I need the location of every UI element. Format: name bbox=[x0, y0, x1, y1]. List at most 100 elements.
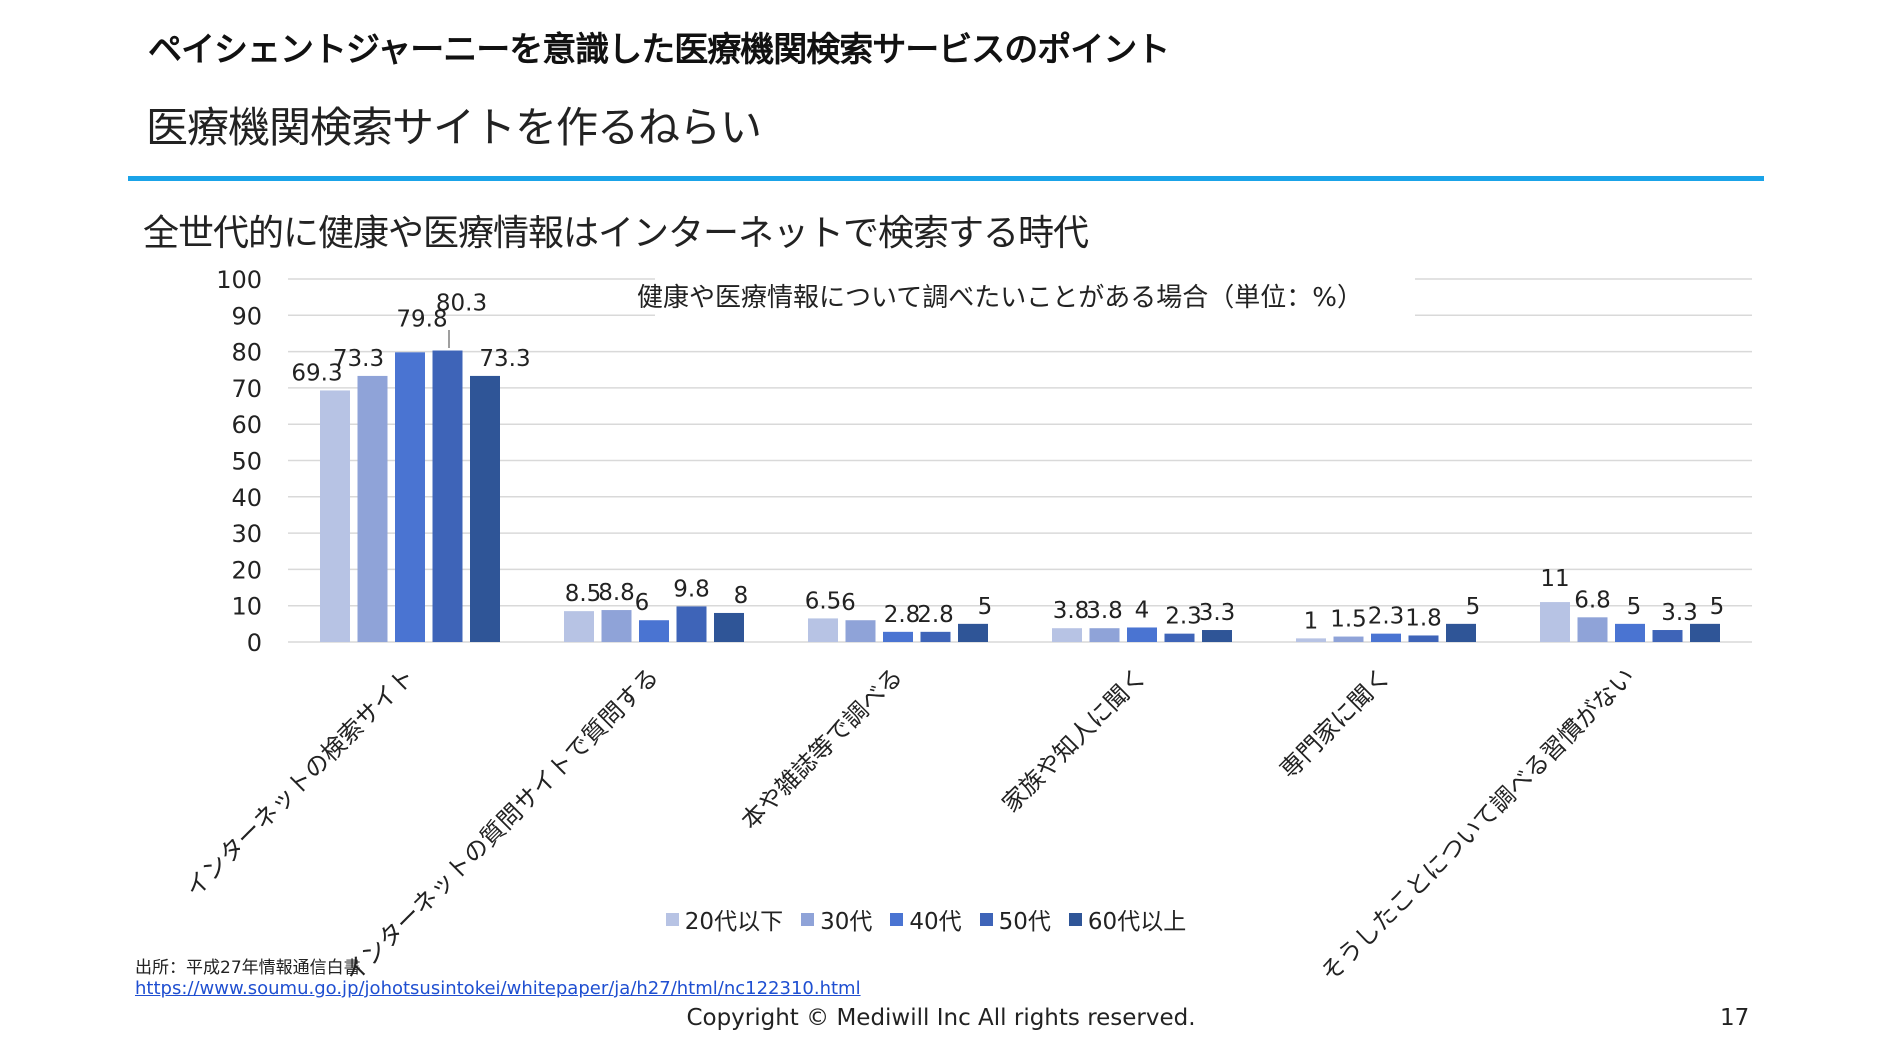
bar bbox=[883, 631, 913, 642]
y-tick-label: 100 bbox=[216, 266, 262, 294]
legend-item: 20代以下 bbox=[665, 902, 784, 936]
bar bbox=[564, 611, 594, 642]
data-label: 3.8 bbox=[1086, 598, 1123, 624]
legend-swatch bbox=[801, 912, 815, 926]
legend-label: 50代 bbox=[998, 909, 1051, 935]
legend-swatch bbox=[979, 912, 993, 926]
accent-rule bbox=[128, 176, 1764, 181]
chart-legend: 20代以下 30代 40代 50代 60代以上 bbox=[0, 902, 1882, 936]
bar bbox=[432, 350, 463, 642]
data-label: 5 bbox=[1710, 594, 1725, 620]
bar bbox=[1296, 638, 1326, 642]
legend-swatch bbox=[1068, 912, 1082, 926]
data-label: 8 bbox=[734, 583, 749, 609]
y-tick-label: 0 bbox=[247, 629, 262, 657]
bar bbox=[320, 390, 350, 642]
legend-item: 50代 bbox=[979, 902, 1051, 936]
chart-title: 健康や医療情報について調べたいことがある場合（単位：%） bbox=[637, 283, 1363, 313]
legend-label: 30代 bbox=[820, 909, 873, 935]
slide-subheading: 医療機関検索サイトを作るねらい bbox=[146, 103, 762, 152]
bar bbox=[1371, 633, 1401, 642]
data-label: 3.8 bbox=[1053, 598, 1090, 624]
bar bbox=[958, 623, 988, 642]
data-label: 6 bbox=[635, 590, 650, 616]
data-label: 11 bbox=[1540, 566, 1569, 592]
bar bbox=[357, 375, 388, 642]
legend-item: 30代 bbox=[801, 902, 872, 936]
data-label: 8.5 bbox=[565, 581, 602, 607]
bar bbox=[1540, 602, 1570, 642]
y-tick-label: 20 bbox=[231, 556, 262, 584]
bar bbox=[1164, 633, 1195, 642]
data-label: 2.3 bbox=[1165, 604, 1202, 630]
y-tick-label: 10 bbox=[231, 593, 262, 621]
data-labels: 69.373.379.880.373.38.58.8 69.8 8 6.5 6 2.82.… bbox=[291, 291, 1724, 635]
y-tick-label: 30 bbox=[231, 520, 262, 548]
bar bbox=[808, 618, 838, 642]
bar bbox=[470, 375, 500, 642]
y-tick-label: 50 bbox=[231, 448, 262, 476]
data-label: 3.3 bbox=[1199, 600, 1236, 626]
legend-item: 60代以上 bbox=[1068, 902, 1186, 936]
data-label: 79.8 bbox=[396, 306, 447, 332]
bar bbox=[676, 606, 707, 642]
x-category-label: 専門家に聞く bbox=[1275, 662, 1397, 784]
y-tick-label: 40 bbox=[231, 484, 262, 512]
data-label: 2.8 bbox=[884, 602, 921, 628]
bar bbox=[1615, 623, 1645, 642]
bar bbox=[1052, 628, 1082, 642]
chart-title-group: 健康や医療情報について調べたいことがある場合（単位：%） bbox=[637, 276, 1415, 320]
y-tick-label: 70 bbox=[231, 375, 262, 403]
data-label: 80.3 bbox=[436, 291, 487, 317]
data-label: 73.3 bbox=[333, 346, 384, 372]
bar bbox=[1690, 623, 1720, 642]
legend-swatch bbox=[890, 912, 904, 926]
bar bbox=[920, 631, 951, 642]
bar bbox=[1127, 627, 1157, 642]
page-number: 17 bbox=[1720, 1005, 1750, 1031]
chart-bars bbox=[320, 350, 1720, 642]
x-category-label: 本や雑誌等で調べる bbox=[736, 662, 909, 835]
data-label: 73.3 bbox=[479, 346, 530, 372]
bar bbox=[714, 612, 744, 642]
chart-title-background bbox=[655, 276, 1415, 320]
bar bbox=[1333, 636, 1364, 642]
data-label: 6.5 bbox=[805, 588, 842, 614]
bar bbox=[639, 620, 669, 642]
data-label: 6 bbox=[841, 590, 856, 616]
data-label: 2.3 bbox=[1368, 604, 1405, 630]
bar bbox=[1408, 635, 1439, 642]
legend-label: 40代 bbox=[909, 909, 962, 935]
bar bbox=[601, 610, 632, 642]
data-label: 3.3 bbox=[1661, 600, 1698, 626]
x-category-label: インターネットの検索サイト bbox=[180, 662, 420, 902]
bar bbox=[1577, 617, 1608, 642]
bar bbox=[1202, 630, 1232, 642]
source-label: 出所：平成27年情報通信白書 bbox=[135, 958, 361, 978]
data-label: 4 bbox=[1135, 597, 1150, 623]
data-label: 5 bbox=[1466, 594, 1481, 620]
bar bbox=[1089, 628, 1120, 642]
legend-label: 20代以下 bbox=[684, 909, 784, 935]
data-label: 2.8 bbox=[917, 602, 954, 628]
data-label: 69.3 bbox=[291, 360, 342, 386]
section-title: 全世代的に健康や医療情報はインターネットで検索する時代 bbox=[143, 213, 1089, 254]
slide-heading: ペイシェントジャーニーを意識した医療機関検索サービスのポイント bbox=[148, 30, 1170, 70]
data-label: 1.8 bbox=[1405, 605, 1442, 631]
source-link[interactable]: https://www.soumu.go.jp/johotsusintokei/… bbox=[135, 978, 861, 999]
y-tick-label: 80 bbox=[231, 339, 262, 367]
y-tick-label: 60 bbox=[231, 411, 262, 439]
x-category-label: 家族や知人に聞く bbox=[997, 662, 1153, 818]
data-label: 1.5 bbox=[1330, 607, 1367, 633]
y-tick-label: 90 bbox=[231, 302, 262, 330]
legend-swatch bbox=[665, 912, 679, 926]
data-label: 6.8 bbox=[1574, 587, 1611, 613]
data-label: 9.8 bbox=[673, 576, 710, 602]
data-label: 5 bbox=[1627, 594, 1642, 620]
bar bbox=[395, 352, 425, 642]
bar bbox=[1652, 630, 1683, 642]
bar bbox=[1446, 623, 1476, 642]
